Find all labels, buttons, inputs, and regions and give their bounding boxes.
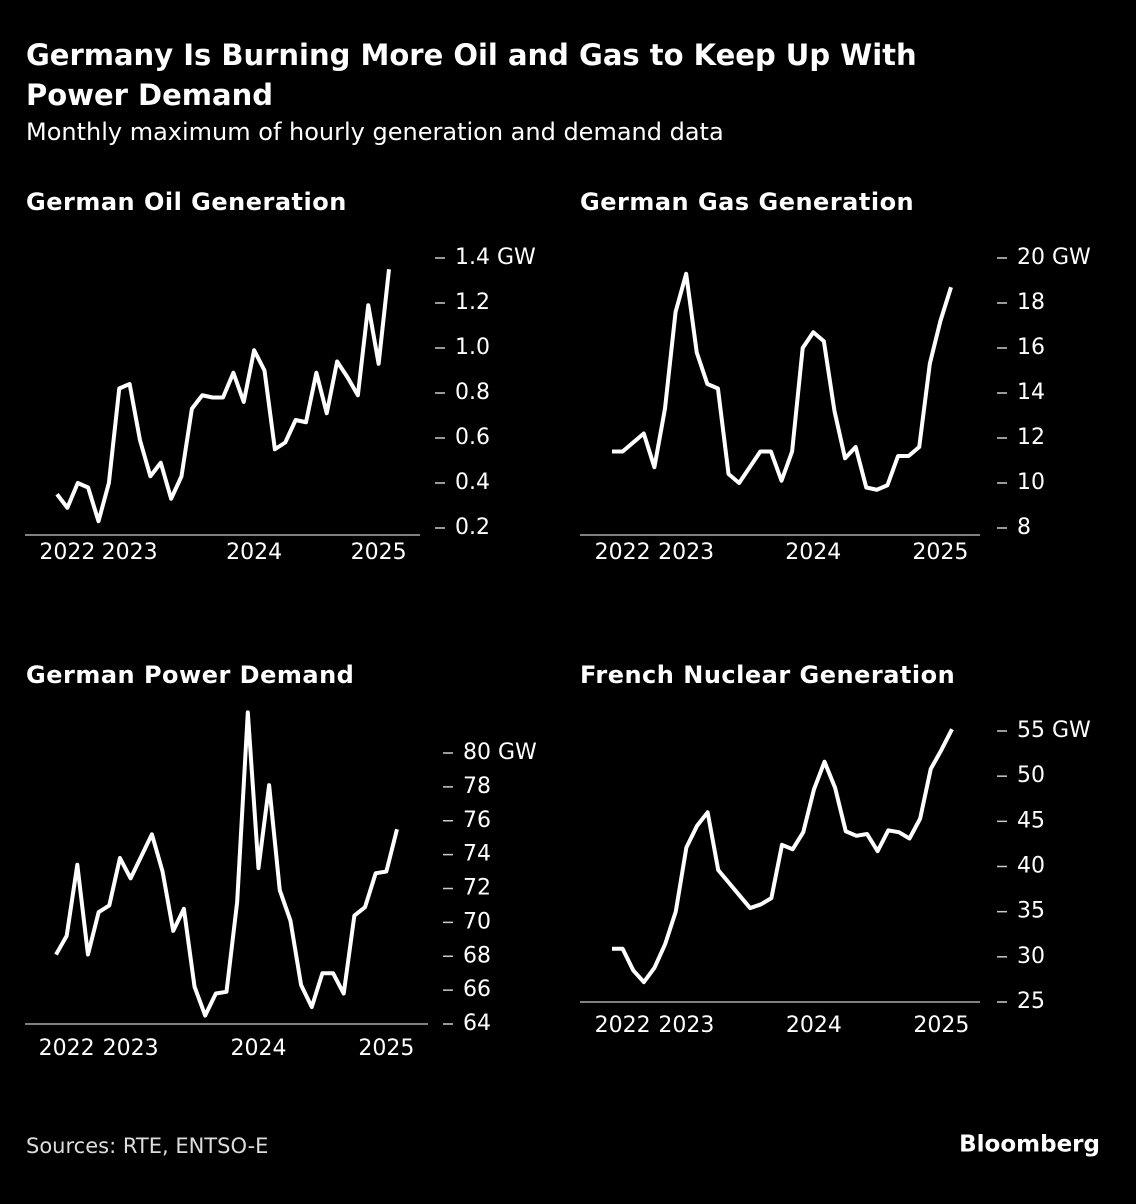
x-tick-label: 2022 — [39, 1036, 95, 1061]
x-tick-label: 2024 — [786, 1013, 842, 1038]
y-tick-label: 0.8 — [455, 380, 490, 405]
y-tick-label: 30 — [1017, 944, 1045, 969]
x-tick-label: 2023 — [658, 1013, 714, 1038]
series-line — [612, 271, 953, 492]
subtitle: Monthly maximum of hourly generation and… — [26, 118, 724, 146]
y-tick-label: 70 — [463, 909, 491, 934]
source: Sources: RTE, ENTSO-E — [26, 1134, 268, 1158]
x-tick-label: 2023 — [658, 540, 714, 565]
series-line — [612, 728, 954, 985]
y-tick-label: 1.2 — [455, 290, 490, 315]
y-tick-label: 76 — [463, 808, 491, 833]
title-line: Germany Is Burning More Oil and Gas to K… — [26, 38, 917, 72]
panel-title: German Power Demand — [26, 661, 354, 689]
y-tick-label: 78 — [463, 774, 491, 799]
x-tick-label: 2024 — [230, 1036, 286, 1061]
y-tick-label: 64 — [463, 1011, 491, 1036]
x-tick-label: 2025 — [913, 1013, 969, 1038]
x-tick-label: 2025 — [351, 540, 407, 565]
y-tick-label: 74 — [463, 842, 491, 867]
y-tick-label: 0.6 — [455, 425, 490, 450]
y-tick-label: 80 GW — [463, 740, 537, 765]
panel-title: German Oil Generation — [26, 188, 347, 216]
panel-title: German Gas Generation — [580, 188, 914, 216]
y-tick-label: 50 — [1017, 763, 1045, 788]
y-tick-label: 25 — [1017, 989, 1045, 1014]
x-tick-label: 2022 — [595, 540, 651, 565]
x-tick-label: 2022 — [39, 540, 95, 565]
y-tick-label: 35 — [1017, 899, 1045, 924]
y-tick-label: 8 — [1017, 515, 1031, 540]
y-tick-label: 18 — [1017, 290, 1045, 315]
x-tick-label: 2025 — [912, 540, 968, 565]
x-tick-label: 2023 — [103, 1036, 159, 1061]
y-tick-label: 1.4 GW — [455, 245, 536, 270]
y-tick-label: 40 — [1017, 854, 1045, 879]
y-tick-label: 68 — [463, 943, 491, 968]
y-tick-label: 10 — [1017, 470, 1045, 495]
x-tick-label: 2024 — [226, 540, 282, 565]
series-line — [54, 710, 399, 1018]
y-tick-label: 16 — [1017, 335, 1045, 360]
y-tick-label: 0.4 — [455, 470, 490, 495]
y-tick-label: 20 GW — [1017, 245, 1091, 270]
title-line: Power Demand — [26, 78, 273, 112]
panel-title: French Nuclear Generation — [580, 661, 955, 689]
x-tick-label: 2022 — [595, 1013, 651, 1038]
y-tick-label: 12 — [1017, 425, 1045, 450]
series-line — [55, 269, 391, 524]
x-tick-label: 2025 — [358, 1036, 414, 1061]
y-tick-label: 72 — [463, 876, 491, 901]
y-tick-label: 45 — [1017, 808, 1045, 833]
y-tick-label: 66 — [463, 977, 491, 1002]
y-tick-label: 14 — [1017, 380, 1045, 405]
brand: Bloomberg — [959, 1132, 1100, 1158]
y-tick-label: 55 GW — [1017, 718, 1091, 743]
x-tick-label: 2024 — [785, 540, 841, 565]
x-tick-label: 2023 — [102, 540, 158, 565]
y-tick-label: 1.0 — [455, 335, 490, 360]
y-tick-label: 0.2 — [455, 515, 490, 540]
